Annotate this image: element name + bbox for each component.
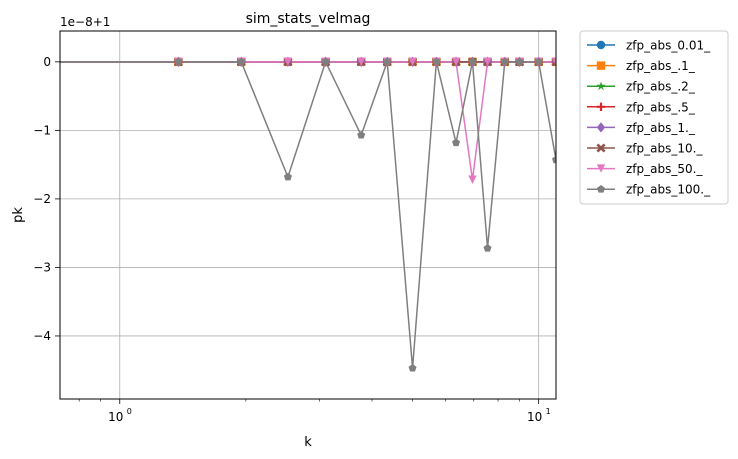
data-point xyxy=(483,57,492,67)
legend-label: zfp_abs_50._ xyxy=(626,162,703,176)
legend-label: zfp_abs_0.01_ xyxy=(626,39,711,53)
y-tick-label: 0 xyxy=(43,55,51,69)
data-point xyxy=(383,57,392,66)
y-tick-label: −1 xyxy=(33,123,51,137)
data-point xyxy=(452,138,461,147)
y-axis-label: pk xyxy=(11,207,26,223)
y-tick-label: −2 xyxy=(33,192,51,206)
x-tick-label: 10 xyxy=(108,410,123,424)
legend-marker xyxy=(597,185,605,193)
y-tick-label: −3 xyxy=(33,260,51,274)
data-point xyxy=(357,130,366,139)
data-point xyxy=(283,172,292,181)
data-point xyxy=(356,57,366,67)
data-point xyxy=(468,175,477,184)
data-point xyxy=(432,57,441,66)
data-point xyxy=(408,57,417,67)
x-tick-exponent: 0 xyxy=(127,407,132,416)
data-point xyxy=(500,57,509,66)
y-offset-label: 1e−8+1 xyxy=(60,15,110,29)
legend-frame xyxy=(579,30,729,205)
data-point xyxy=(237,57,246,66)
x-tick-exponent: 1 xyxy=(546,407,551,416)
legend-label: zfp_abs_100._ xyxy=(626,183,711,197)
series-lines xyxy=(60,61,556,369)
data-point xyxy=(321,57,330,66)
plot-frame xyxy=(59,30,557,400)
x-tick-label: 10 xyxy=(527,410,542,424)
legend-label: zfp_abs_1._ xyxy=(626,121,696,135)
legend-label: zfp_abs_.1_ xyxy=(626,59,696,73)
data-point xyxy=(515,57,524,66)
data-point xyxy=(483,244,492,252)
data-point xyxy=(50,57,59,66)
legend: zfp_abs_0.01_ zfp_abs_.1_ zfp_abs_.2_ zfp_a… xyxy=(579,30,729,205)
series-markers xyxy=(50,56,556,372)
legend-label: zfp_abs_.5_ xyxy=(626,100,696,114)
data-point xyxy=(552,155,556,164)
legend-label: zfp_abs_10._ xyxy=(626,142,703,156)
legend-marker xyxy=(596,61,606,70)
legend-marker xyxy=(596,81,606,91)
legend-label: zfp_abs_.2_ xyxy=(626,80,696,94)
grid xyxy=(60,31,556,399)
legend-marker xyxy=(596,143,606,153)
chart-title: sim_stats_velmag xyxy=(246,11,371,27)
data-point xyxy=(534,57,543,66)
data-point xyxy=(408,363,417,372)
series-line-7 xyxy=(60,61,556,369)
data-point xyxy=(283,57,293,67)
x-axis-label: k xyxy=(304,435,312,450)
legend-marker xyxy=(596,40,606,50)
x-axis-ticks: 10 0 10 1 xyxy=(78,399,551,424)
data-point xyxy=(174,57,183,66)
data-point xyxy=(468,57,477,66)
legend-marker xyxy=(596,102,606,111)
data-point xyxy=(551,57,556,67)
y-tick-label: −4 xyxy=(33,329,51,343)
y-axis-ticks: 0 −1 −2 −3 −4 xyxy=(33,55,60,343)
data-point xyxy=(451,57,461,67)
legend-marker xyxy=(596,122,606,133)
legend-marker xyxy=(596,164,606,173)
